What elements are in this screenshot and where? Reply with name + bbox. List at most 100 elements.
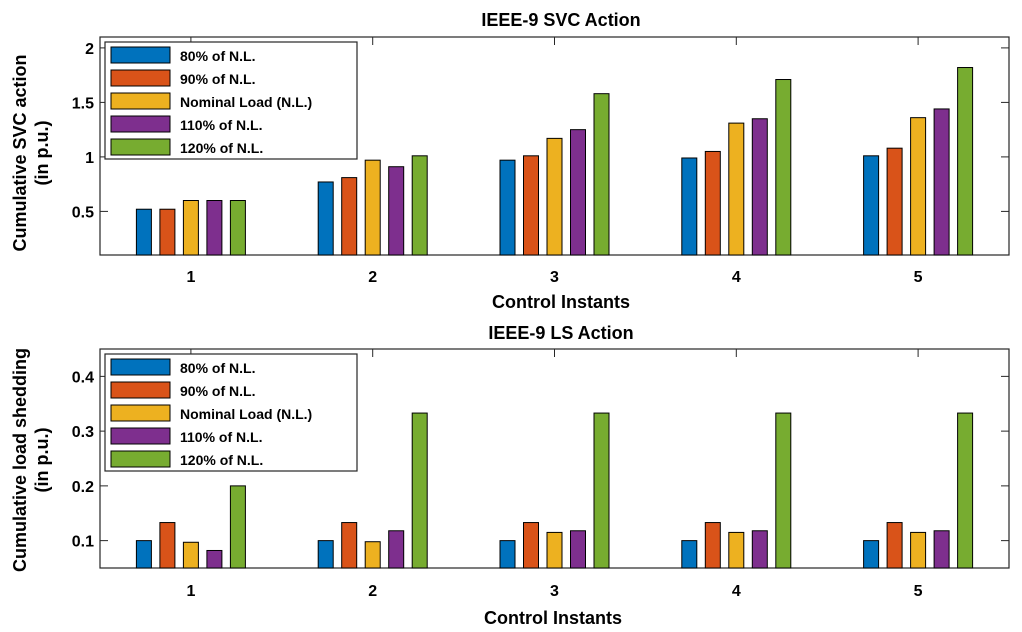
bar	[499, 159, 516, 256]
ls-action-chart: IEEE-9 LS Action Cumulative load sheddin…	[10, 323, 1010, 628]
x-tick-label: 2	[368, 583, 377, 600]
x-axis-label: Control Instants	[484, 608, 622, 628]
x-tick-label: 1	[186, 583, 195, 600]
y-tick-label: 1	[85, 150, 94, 167]
legend: 80% of N.L. 90% of N.L. Nominal Load (N.L.…	[104, 41, 358, 160]
legend-swatch	[110, 427, 171, 445]
bar	[229, 485, 246, 569]
bar	[863, 155, 880, 256]
bar	[751, 118, 768, 256]
legend-swatch	[110, 138, 171, 156]
bar	[135, 208, 152, 256]
x-axis-label: Control Instants	[492, 292, 630, 312]
bar	[728, 122, 745, 256]
bar	[751, 530, 768, 569]
legend: 80% of N.L. 90% of N.L. Nominal Load (N.L.…	[104, 353, 358, 472]
bar	[933, 530, 950, 569]
bar	[570, 530, 586, 569]
bar	[957, 412, 974, 569]
bar	[206, 549, 223, 569]
legend-entry-label: Nominal Load (N.L.)	[180, 94, 312, 110]
bar	[523, 155, 539, 256]
x-tick-label: 3	[550, 583, 559, 600]
bar	[388, 530, 405, 569]
bar	[499, 540, 516, 569]
legend-swatch	[110, 358, 171, 376]
bar	[886, 147, 903, 256]
legend-swatch	[110, 450, 171, 468]
svc-action-chart: IEEE-9 SVC Action Cumulative SVC action …	[10, 10, 1010, 312]
bar	[910, 117, 927, 256]
bar	[159, 208, 176, 256]
bar	[159, 522, 176, 569]
legend-entry-label: 110% of N.L.	[180, 429, 262, 445]
x-tick-label: 2	[368, 269, 377, 286]
x-tick-label: 4	[732, 269, 741, 286]
bar	[229, 200, 246, 256]
legend-swatch	[110, 69, 171, 87]
bar	[728, 531, 745, 569]
legend-swatch	[110, 381, 171, 399]
bar	[206, 200, 223, 256]
bar	[681, 540, 698, 569]
legend-entry-label: 80% of N.L.	[180, 48, 255, 64]
bar	[704, 522, 721, 569]
bar	[546, 531, 563, 569]
bar	[704, 150, 721, 256]
y-tick-label: 0.4	[72, 369, 94, 386]
bar	[775, 79, 792, 256]
x-tick-label: 5	[914, 269, 923, 286]
legend-entry-label: 90% of N.L.	[180, 71, 255, 87]
legend-swatch	[110, 92, 171, 110]
bar	[182, 541, 199, 569]
legend-entry-label: 80% of N.L.	[180, 360, 255, 376]
y-axis-label-line-1: Cumulative load shedding	[10, 348, 30, 572]
y-axis-label-line-2: (in p.u.)	[32, 428, 52, 493]
bar	[863, 540, 880, 569]
x-tick-label: 5	[914, 583, 923, 600]
bar	[135, 540, 152, 569]
bar	[593, 93, 610, 256]
y-tick-label: 0.5	[72, 204, 94, 221]
bar	[570, 129, 586, 256]
y-tick-label: 2	[85, 41, 94, 58]
y-tick-label: 0.2	[72, 479, 94, 496]
bar	[546, 137, 563, 256]
chart-title: IEEE-9 LS Action	[488, 323, 633, 343]
y-tick-label: 1.5	[72, 95, 94, 112]
x-tick-label: 1	[186, 269, 195, 286]
legend-entry-label: 90% of N.L.	[180, 383, 255, 399]
bar	[775, 412, 792, 569]
bar	[910, 531, 927, 569]
bar	[317, 181, 334, 256]
bar	[341, 522, 358, 569]
bar	[957, 67, 974, 256]
y-axis-label: Cumulative load shedding (in p.u.)	[10, 348, 52, 572]
bar	[593, 412, 610, 569]
legend-entry-label: 120% of N.L.	[180, 452, 263, 468]
bar	[341, 177, 358, 256]
bar	[364, 159, 381, 256]
bar	[681, 157, 698, 256]
legend-entry-label: 110% of N.L.	[180, 117, 262, 133]
legend-entry-label: 120% of N.L.	[180, 140, 263, 156]
bar	[411, 155, 428, 256]
legend-swatch	[110, 46, 171, 64]
bar	[933, 108, 950, 256]
y-tick-label: 0.1	[72, 534, 94, 551]
bar	[317, 540, 334, 569]
bar	[182, 200, 199, 256]
y-axis-label-line-2: (in p.u.)	[32, 121, 52, 186]
bar	[523, 522, 539, 569]
bar	[388, 166, 405, 256]
y-axis-label: Cumulative SVC action (in p.u.)	[10, 54, 52, 251]
x-tick-label: 4	[732, 583, 741, 600]
legend-swatch	[110, 404, 171, 422]
chart-title: IEEE-9 SVC Action	[481, 10, 640, 30]
bar	[364, 541, 381, 569]
y-tick-label: 0.3	[72, 424, 94, 441]
bar	[886, 522, 903, 569]
legend-entry-label: Nominal Load (N.L.)	[180, 406, 312, 422]
